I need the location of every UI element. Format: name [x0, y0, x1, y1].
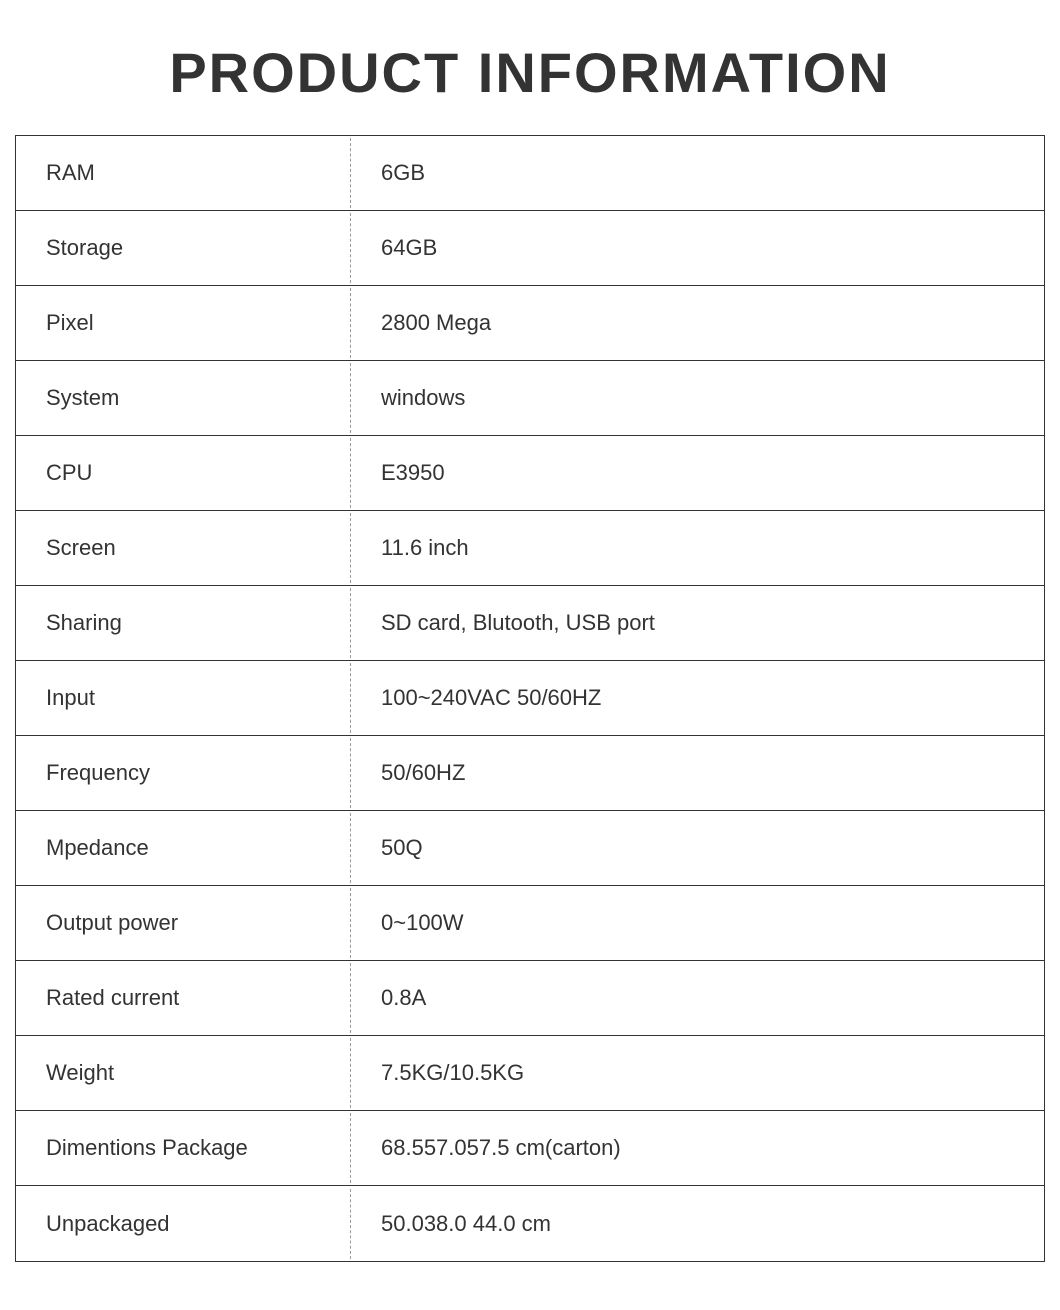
spec-value: 7.5KG/10.5KG	[351, 1038, 1044, 1108]
table-row: Rated current 0.8A	[16, 961, 1044, 1036]
table-row: Sharing SD card, Blutooth, USB port	[16, 586, 1044, 661]
table-row: Frequency 50/60HZ	[16, 736, 1044, 811]
spec-label: Sharing	[16, 588, 351, 658]
table-row: Unpackaged 50.038.0 44.0 cm	[16, 1186, 1044, 1261]
spec-value: 2800 Mega	[351, 288, 1044, 358]
spec-label: Dimentions Package	[16, 1113, 351, 1183]
spec-label: Weight	[16, 1038, 351, 1108]
spec-table: RAM 6GB Storage 64GB Pixel 2800 Mega Sys…	[15, 135, 1045, 1262]
spec-value: E3950	[351, 438, 1044, 508]
spec-value: windows	[351, 363, 1044, 433]
table-row: CPU E3950	[16, 436, 1044, 511]
spec-value: 64GB	[351, 213, 1044, 283]
table-row: Output power 0~100W	[16, 886, 1044, 961]
table-row: Dimentions Package 68.557.057.5 cm(carto…	[16, 1111, 1044, 1186]
spec-value: 68.557.057.5 cm(carton)	[351, 1113, 1044, 1183]
spec-value: 0~100W	[351, 888, 1044, 958]
table-row: Screen 11.6 inch	[16, 511, 1044, 586]
spec-label: CPU	[16, 438, 351, 508]
spec-value: 50/60HZ	[351, 738, 1044, 808]
table-row: Weight 7.5KG/10.5KG	[16, 1036, 1044, 1111]
table-row: System windows	[16, 361, 1044, 436]
table-row: RAM 6GB	[16, 136, 1044, 211]
spec-label: Storage	[16, 213, 351, 283]
spec-label: Screen	[16, 513, 351, 583]
spec-value: 6GB	[351, 138, 1044, 208]
spec-label: Rated current	[16, 963, 351, 1033]
spec-label: Pixel	[16, 288, 351, 358]
spec-value: 100~240VAC 50/60HZ	[351, 663, 1044, 733]
spec-label: Unpackaged	[16, 1189, 351, 1259]
spec-value: 50Q	[351, 813, 1044, 883]
table-row: Pixel 2800 Mega	[16, 286, 1044, 361]
spec-label: Output power	[16, 888, 351, 958]
spec-value: 50.038.0 44.0 cm	[351, 1189, 1044, 1259]
page-title: PRODUCT INFORMATION	[15, 40, 1045, 105]
spec-label: Mpedance	[16, 813, 351, 883]
table-row: Mpedance 50Q	[16, 811, 1044, 886]
table-row: Storage 64GB	[16, 211, 1044, 286]
spec-value: 11.6 inch	[351, 513, 1044, 583]
spec-value: 0.8A	[351, 963, 1044, 1033]
spec-label: Frequency	[16, 738, 351, 808]
spec-label: RAM	[16, 138, 351, 208]
spec-label: System	[16, 363, 351, 433]
spec-label: Input	[16, 663, 351, 733]
table-row: Input 100~240VAC 50/60HZ	[16, 661, 1044, 736]
spec-value: SD card, Blutooth, USB port	[351, 588, 1044, 658]
